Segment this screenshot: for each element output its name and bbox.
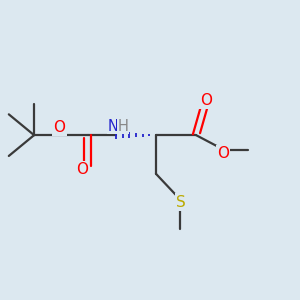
Text: O: O bbox=[217, 146, 229, 161]
Text: H: H bbox=[118, 119, 129, 134]
Text: S: S bbox=[176, 194, 186, 209]
Text: O: O bbox=[76, 162, 88, 177]
Text: O: O bbox=[53, 120, 65, 135]
Text: O: O bbox=[200, 93, 212, 108]
Text: N: N bbox=[107, 119, 118, 134]
